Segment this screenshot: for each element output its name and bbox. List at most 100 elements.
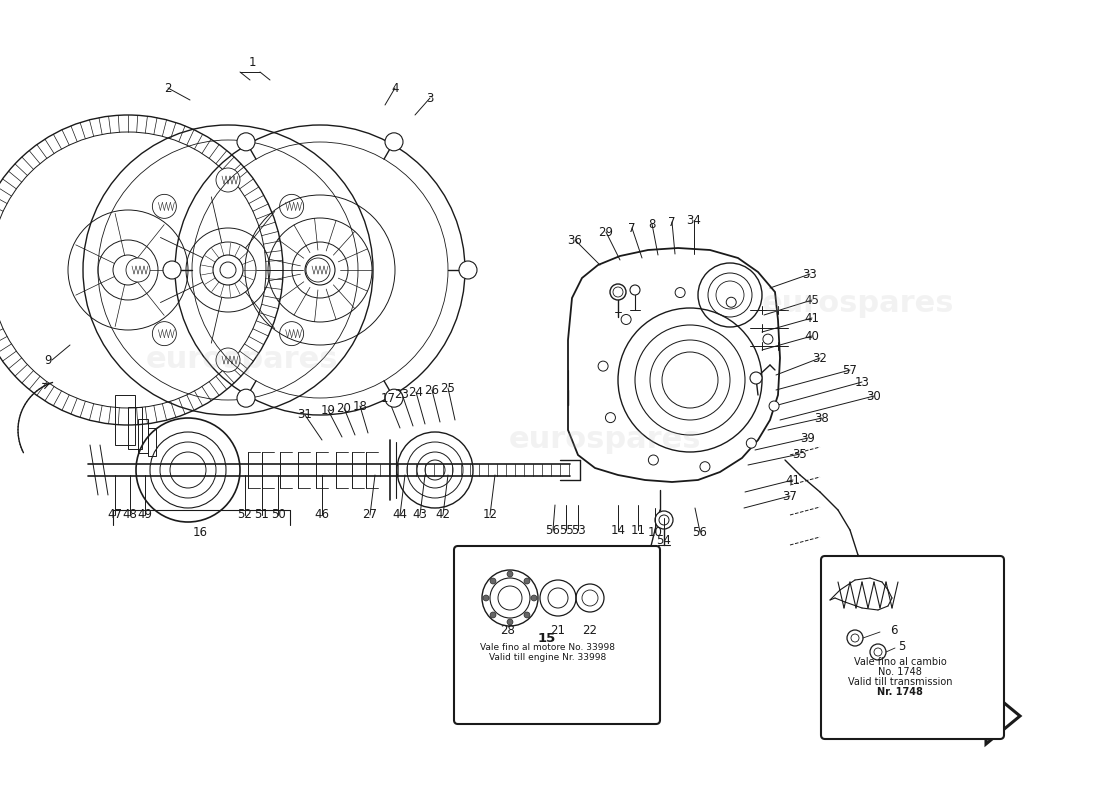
Text: 27: 27 — [363, 509, 377, 522]
Circle shape — [279, 322, 304, 346]
Text: 29: 29 — [598, 226, 614, 238]
Circle shape — [279, 194, 304, 218]
Circle shape — [236, 133, 255, 151]
Circle shape — [306, 258, 330, 282]
Text: No. 1748: No. 1748 — [878, 667, 922, 677]
Text: 41: 41 — [785, 474, 801, 486]
Circle shape — [216, 348, 240, 372]
Text: Vale fino al cambio: Vale fino al cambio — [854, 657, 946, 667]
Text: 37: 37 — [782, 490, 797, 502]
Circle shape — [216, 168, 240, 192]
Circle shape — [654, 511, 673, 529]
Text: 50: 50 — [271, 509, 285, 522]
Circle shape — [385, 133, 403, 151]
Text: 36: 36 — [568, 234, 582, 246]
Text: 49: 49 — [138, 509, 153, 522]
Text: Vale fino al motore No. 33998: Vale fino al motore No. 33998 — [481, 643, 616, 653]
Text: 34: 34 — [686, 214, 702, 226]
Text: 53: 53 — [571, 523, 585, 537]
Text: 18: 18 — [353, 399, 367, 413]
Circle shape — [524, 612, 530, 618]
Polygon shape — [952, 688, 1020, 744]
Text: 14: 14 — [610, 523, 626, 537]
Circle shape — [726, 298, 736, 307]
Text: 38: 38 — [815, 411, 829, 425]
Circle shape — [769, 401, 779, 411]
Circle shape — [847, 630, 864, 646]
Text: 47: 47 — [108, 509, 122, 522]
Text: 16: 16 — [192, 526, 208, 538]
Text: 28: 28 — [500, 623, 516, 637]
Text: 56: 56 — [693, 526, 707, 538]
Text: 57: 57 — [843, 363, 857, 377]
Text: Nr. 1748: Nr. 1748 — [877, 687, 923, 697]
Circle shape — [220, 262, 236, 278]
Circle shape — [587, 657, 603, 673]
Circle shape — [746, 438, 757, 448]
Text: 5: 5 — [898, 639, 905, 653]
Text: 46: 46 — [315, 509, 330, 522]
Circle shape — [490, 578, 496, 584]
Text: 8: 8 — [648, 218, 656, 230]
Text: 26: 26 — [425, 383, 440, 397]
Circle shape — [507, 571, 513, 577]
Circle shape — [648, 455, 659, 465]
FancyBboxPatch shape — [821, 556, 1004, 739]
Text: 32: 32 — [813, 351, 827, 365]
Circle shape — [490, 612, 496, 618]
Circle shape — [621, 314, 631, 325]
Text: 15: 15 — [538, 631, 557, 645]
FancyBboxPatch shape — [454, 546, 660, 724]
Circle shape — [598, 361, 608, 371]
Text: 51: 51 — [254, 509, 270, 522]
Text: 48: 48 — [122, 509, 138, 522]
Text: 7: 7 — [669, 215, 675, 229]
Circle shape — [630, 285, 640, 295]
Text: 43: 43 — [412, 509, 428, 522]
Text: 3: 3 — [427, 91, 433, 105]
Circle shape — [610, 284, 626, 300]
Circle shape — [385, 389, 403, 407]
Text: 17: 17 — [381, 391, 396, 405]
Text: 22: 22 — [583, 623, 597, 637]
Text: Valid till engine Nr. 33998: Valid till engine Nr. 33998 — [490, 653, 606, 662]
Bar — [138, 419, 148, 453]
Text: 12: 12 — [483, 509, 497, 522]
Text: 56: 56 — [546, 523, 560, 537]
Circle shape — [524, 578, 530, 584]
Circle shape — [675, 287, 685, 298]
Circle shape — [750, 372, 762, 384]
Bar — [116, 395, 135, 445]
Text: 23: 23 — [395, 387, 409, 401]
Text: 35: 35 — [793, 447, 807, 461]
Text: eurospares: eurospares — [145, 346, 339, 374]
Text: 4: 4 — [392, 82, 398, 94]
Text: 39: 39 — [801, 431, 815, 445]
Text: 55: 55 — [559, 523, 573, 537]
Text: 45: 45 — [804, 294, 820, 306]
Circle shape — [236, 389, 255, 407]
Text: 10: 10 — [648, 526, 662, 538]
Text: 1: 1 — [249, 55, 255, 69]
Text: 2: 2 — [164, 82, 172, 94]
Circle shape — [870, 644, 886, 660]
Text: 52: 52 — [238, 509, 252, 522]
Text: Valid till transmission: Valid till transmission — [848, 677, 953, 687]
Text: 44: 44 — [393, 509, 407, 522]
Circle shape — [483, 595, 490, 601]
Text: 30: 30 — [867, 390, 881, 402]
Text: 6: 6 — [890, 623, 898, 637]
Text: 31: 31 — [298, 409, 312, 422]
Text: 11: 11 — [630, 523, 646, 537]
Circle shape — [507, 619, 513, 625]
Bar — [148, 428, 156, 456]
Text: 40: 40 — [804, 330, 820, 342]
Circle shape — [153, 194, 176, 218]
Text: 21: 21 — [550, 623, 565, 637]
Circle shape — [854, 574, 870, 590]
Circle shape — [585, 624, 605, 644]
Circle shape — [126, 258, 150, 282]
Text: 54: 54 — [657, 534, 671, 546]
Circle shape — [531, 595, 537, 601]
Text: 24: 24 — [408, 386, 424, 398]
